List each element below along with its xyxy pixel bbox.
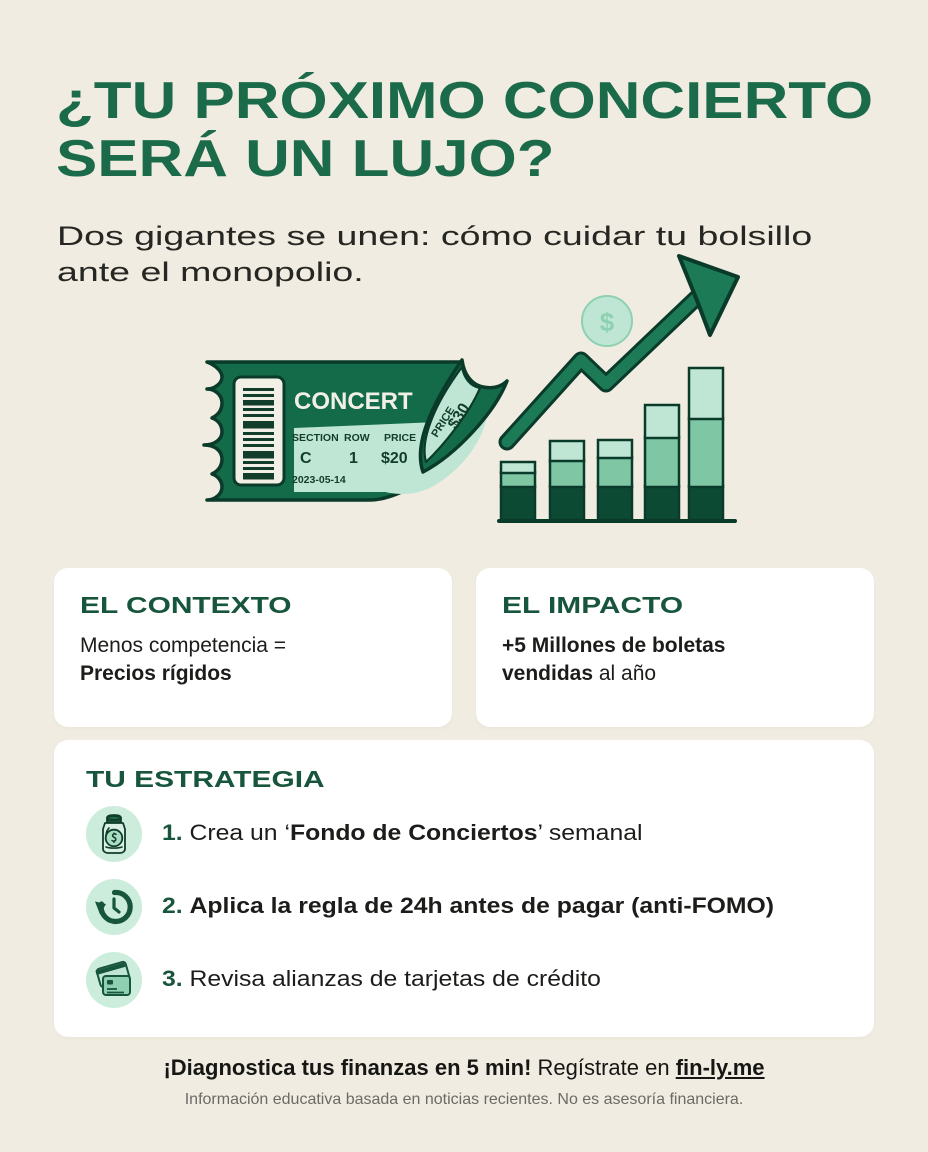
svg-text:SECTION: SECTION bbox=[292, 432, 339, 444]
svg-text:1: 1 bbox=[349, 450, 358, 467]
svg-text:ROW: ROW bbox=[344, 432, 370, 444]
svg-text:PRICE: PRICE bbox=[384, 432, 416, 444]
svg-text:$20: $20 bbox=[381, 450, 408, 467]
svg-text:CONCERT: CONCERT bbox=[294, 388, 413, 415]
svg-text:2023-05-14: 2023-05-14 bbox=[292, 474, 346, 486]
svg-text:C: C bbox=[300, 450, 312, 467]
svg-text:$: $ bbox=[600, 307, 615, 337]
